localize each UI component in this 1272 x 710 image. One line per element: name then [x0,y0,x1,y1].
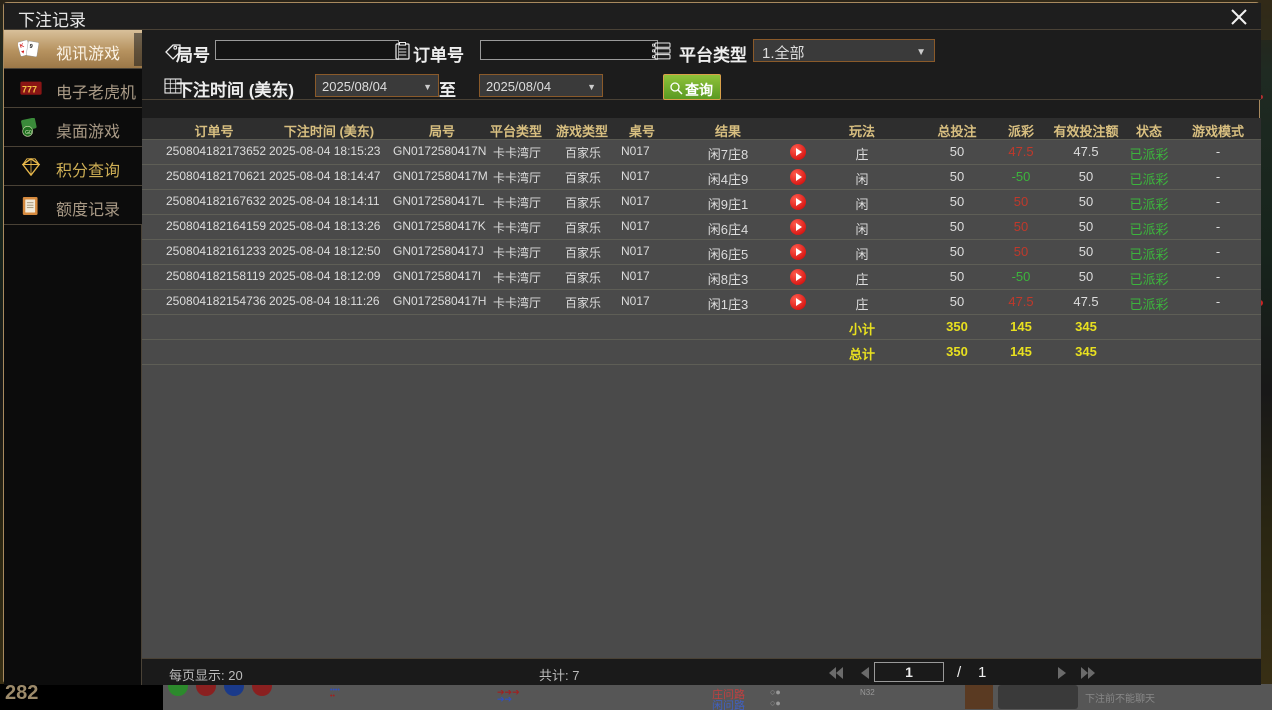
svg-text:G0: G0 [25,130,32,136]
svg-text:777: 777 [22,84,37,94]
